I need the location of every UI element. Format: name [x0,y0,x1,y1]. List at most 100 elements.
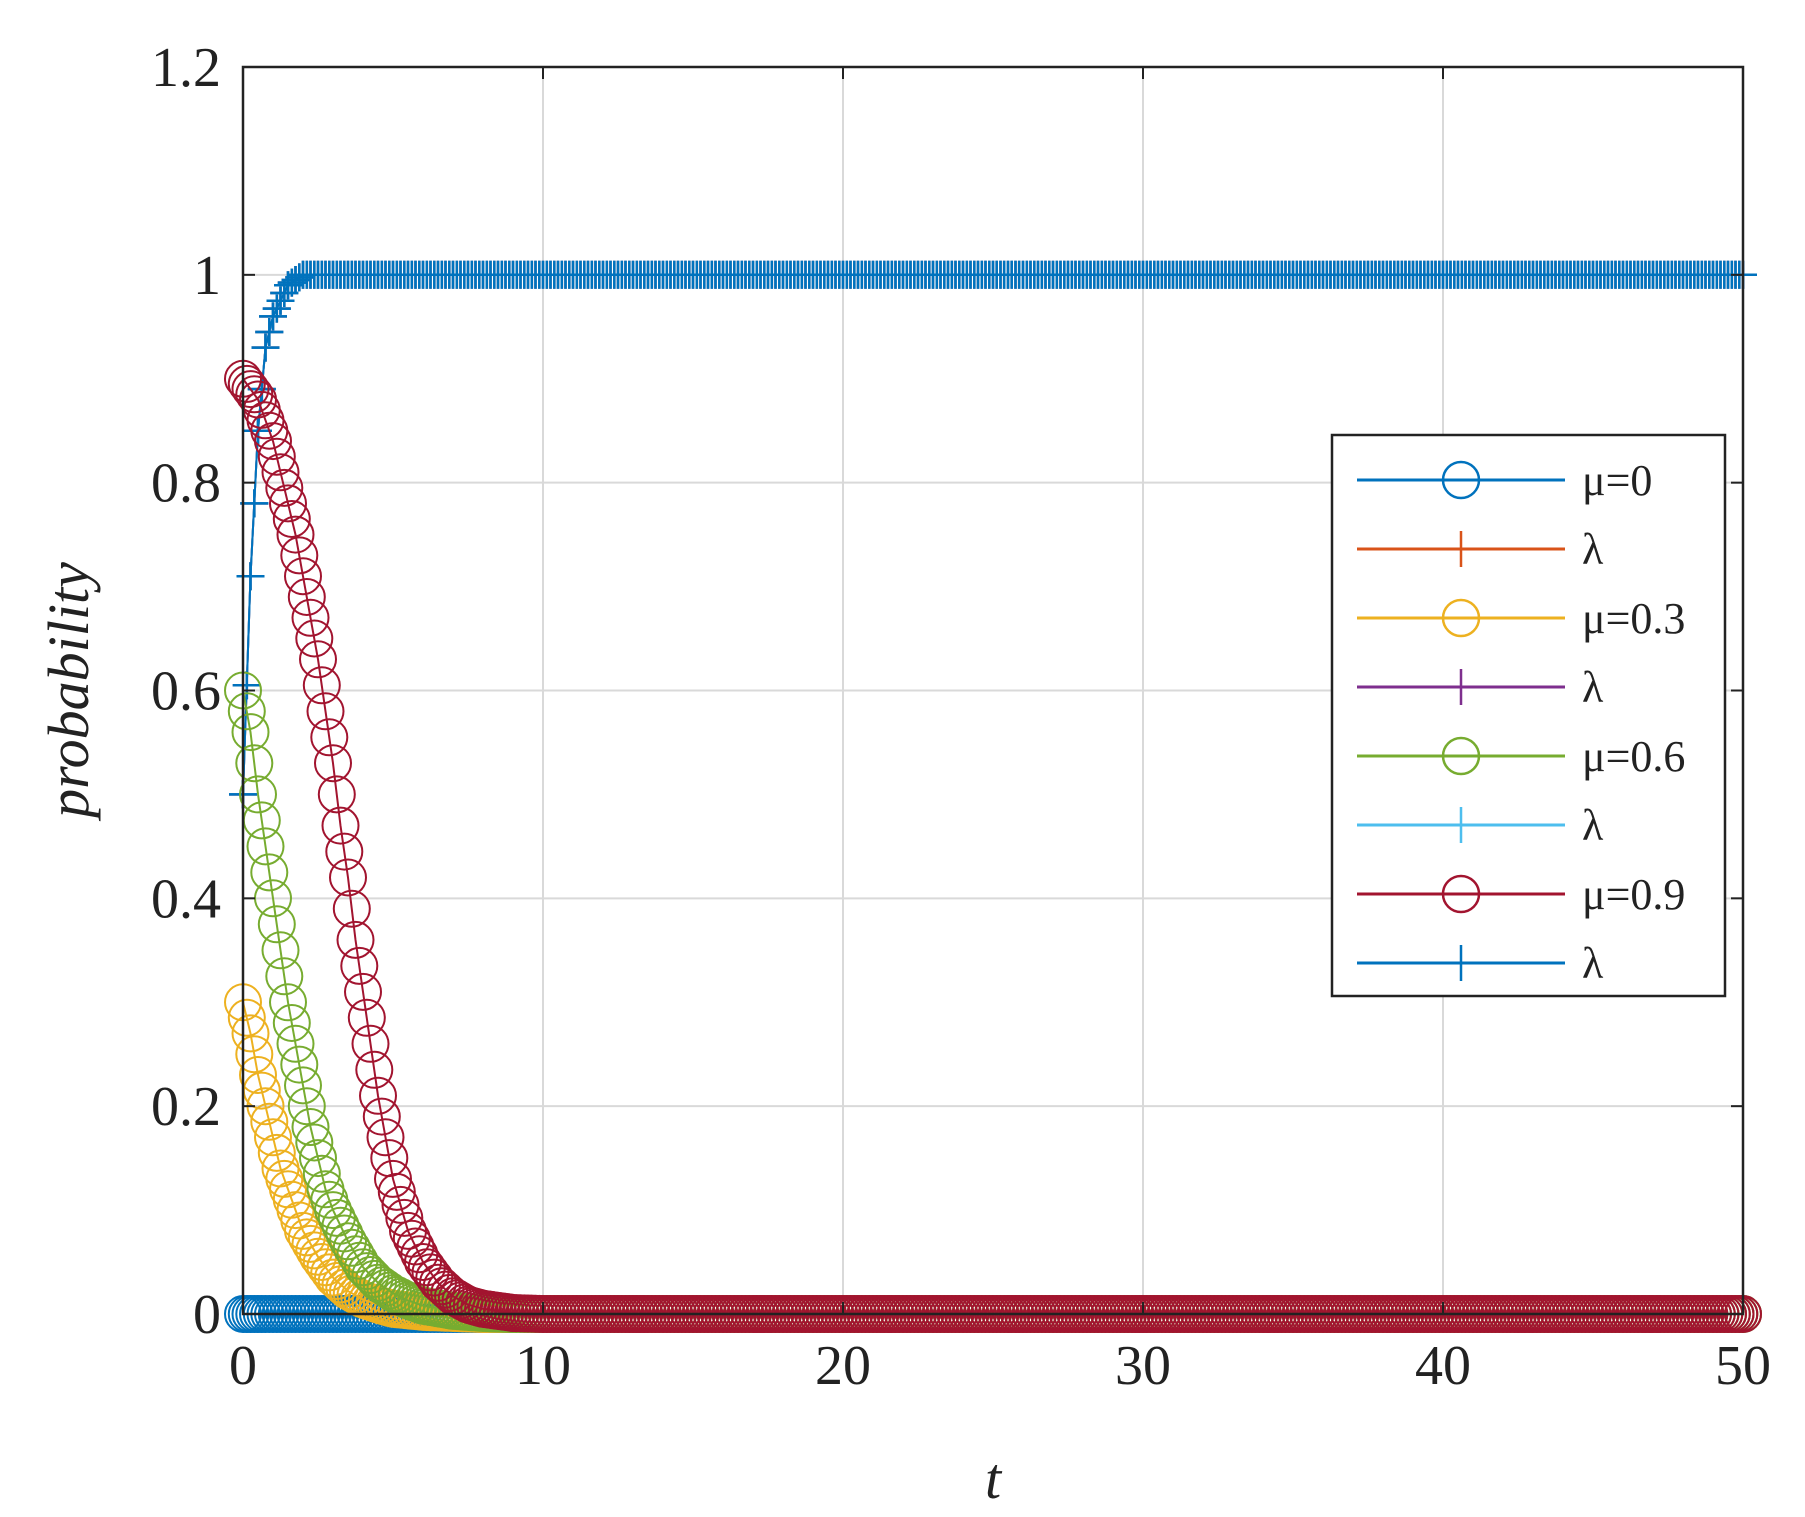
data-point-circle [381,1185,420,1224]
data-point-plus [255,318,284,346]
series-layer [224,260,1762,1333]
legend-item: μ=0.3 [1357,594,1685,643]
data-point-circle [351,1024,390,1063]
data-point-circle [284,557,322,596]
x-tick-label: 30 [1115,1335,1171,1397]
legend-label: λ [1582,525,1604,574]
data-point-circle [272,1004,311,1042]
data-point-plus [251,333,280,362]
ticks [242,66,1744,1315]
data-point-circle [261,453,300,492]
data-point-plus [262,294,291,323]
legend-plus-marker [1447,531,1475,567]
data-point-circle [227,364,266,403]
y-tick-labels: 0 0.2 0.4 0.6 0.8 1 1.2 [151,37,221,1346]
data-point-plus [277,268,306,297]
data-point-circle [422,1267,461,1306]
data-point-circle [257,437,296,476]
data-point-circle [347,998,386,1037]
data-point-circle [329,858,367,897]
legend-label: λ [1582,801,1604,850]
data-point-circle [332,889,371,928]
data-point-circle [280,1045,319,1084]
data-point-plus [236,562,265,591]
y-axis-title: probability [36,562,101,822]
data-point-circle [250,1102,289,1141]
data-point-circle [250,853,289,892]
data-point-circle [355,1259,394,1298]
data-point-circle [317,775,356,814]
legend: μ=0 λ μ=0.3 λ μ=0.6 λ μ=0.9 λ [1330,433,1727,998]
data-point-circle [299,640,337,679]
legend-circle-marker [1441,736,1481,776]
legend-item: μ=0.6 [1357,732,1685,781]
legend-circle-marker [1441,460,1481,500]
data-point-circle [336,920,375,959]
data-point-circle [321,806,360,845]
legend-label: μ=0.3 [1582,594,1685,643]
data-point-circle [235,1035,274,1074]
legend-item: λ [1357,801,1604,850]
legend-plus-marker [1447,669,1475,705]
x-tick-label: 20 [815,1335,871,1397]
legend-item: μ=0 [1357,456,1652,505]
data-point-circle [261,931,300,970]
series-7 [229,260,1757,809]
data-point-plus [274,271,302,300]
legend-item: μ=0.9 [1357,870,1685,919]
data-point-circle [276,1024,315,1063]
data-point-circle [295,1123,334,1162]
data-point-circle [407,1248,446,1287]
data-point-circle [377,1172,416,1211]
legend-label: μ=0 [1582,456,1652,505]
legend-item: λ [1357,525,1604,574]
y-tick-label: 0.8 [151,453,221,515]
data-point-circle [235,744,274,783]
legend-label: λ [1582,663,1604,712]
data-point-circle [359,1076,397,1115]
data-point-circle [269,983,307,1022]
data-point-plus [266,286,295,315]
data-point-plus [281,266,310,294]
legend-label: μ=0.6 [1582,732,1685,781]
data-point-circle [302,1154,341,1193]
data-point-circle [269,484,307,523]
data-point-plus [285,263,314,292]
y-tick-label: 1 [193,245,221,307]
data-point-circle [227,998,266,1037]
data-point-plus [232,671,261,700]
x-tick-label: 40 [1415,1335,1471,1397]
data-point-circle [302,666,341,705]
data-point-circle [254,1118,292,1157]
legend-label: λ [1582,939,1604,988]
data-point-circle [239,775,277,814]
legend-plus-marker [1447,807,1475,843]
data-point-circle [400,1235,439,1274]
data-point-circle [287,578,326,616]
data-point-circle [287,1218,326,1257]
x-tick-label: 0 [229,1335,257,1397]
legend-circle-marker [1441,598,1481,638]
legend-plus-marker [1447,945,1475,981]
data-point-circle [306,692,345,731]
data-point-circle [317,1262,356,1300]
data-point-circle [280,536,319,575]
data-point-circle [284,1211,322,1250]
data-point-circle [332,1228,371,1267]
data-point-circle [329,1222,367,1261]
data-point-circle [355,1050,394,1089]
data-point-circle [231,370,270,409]
data-point-circle [246,827,285,866]
data-point-circle [254,422,292,461]
data-point-circle [291,598,330,637]
legend-item: λ [1357,939,1604,988]
x-tick-label: 50 [1715,1335,1771,1397]
data-point-circle [272,500,311,538]
data-point-circle [362,1097,401,1136]
data-point-circle [340,946,379,985]
data-point-circle [325,832,364,871]
data-point-circle [366,1118,405,1157]
data-point-circle [231,713,270,752]
data-point-plus [259,302,287,331]
